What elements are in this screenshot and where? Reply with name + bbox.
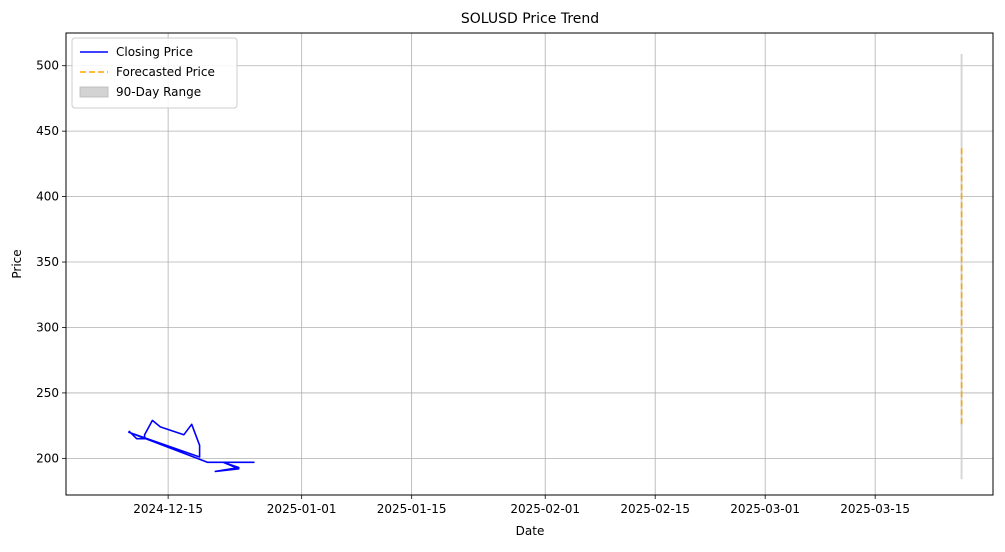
- x-tick-label: 2025-01-15: [377, 502, 447, 516]
- y-tick-label: 500: [36, 59, 59, 73]
- series-layer: [128, 148, 963, 473]
- x-tick-label: 2025-03-15: [840, 502, 910, 516]
- legend: Closing Price Forecasted Price 90-Day Rang…: [71, 37, 238, 109]
- x-tick-label: 2025-02-15: [620, 502, 690, 516]
- y-tick-label: 450: [36, 124, 59, 138]
- closing-price-line: [128, 419, 255, 473]
- legend-entry-label: Forecasted Price: [116, 65, 215, 79]
- legend-swatch: [79, 86, 109, 98]
- legend-entry-label: Closing Price: [116, 45, 193, 59]
- grid-layer: [66, 33, 993, 495]
- x-tick-label: 2025-03-01: [730, 502, 800, 516]
- y-tick-label: 250: [36, 386, 59, 400]
- plot-frame: [65, 32, 994, 496]
- x-tick-label: 2025-01-01: [267, 502, 337, 516]
- legend-entry-label: 90-Day Range: [116, 85, 201, 99]
- chart-title: SOLUSD Price Trend: [461, 11, 599, 27]
- x-axis-label: Date: [516, 524, 545, 538]
- legend-box: [71, 37, 238, 109]
- y-tick-label: 350: [36, 255, 59, 269]
- x-tick-label: 2024-12-15: [133, 502, 203, 516]
- x-tick-label: 2025-02-01: [510, 502, 580, 516]
- y-axis-label: Price: [10, 249, 24, 278]
- tick-layer: 2024-12-15 2025-01-01 2025-01-15 2025-02-01…: [36, 59, 910, 516]
- y-tick-label: 200: [36, 451, 59, 465]
- y-tick-label: 400: [36, 190, 59, 204]
- y-tick-label: 300: [36, 320, 59, 334]
